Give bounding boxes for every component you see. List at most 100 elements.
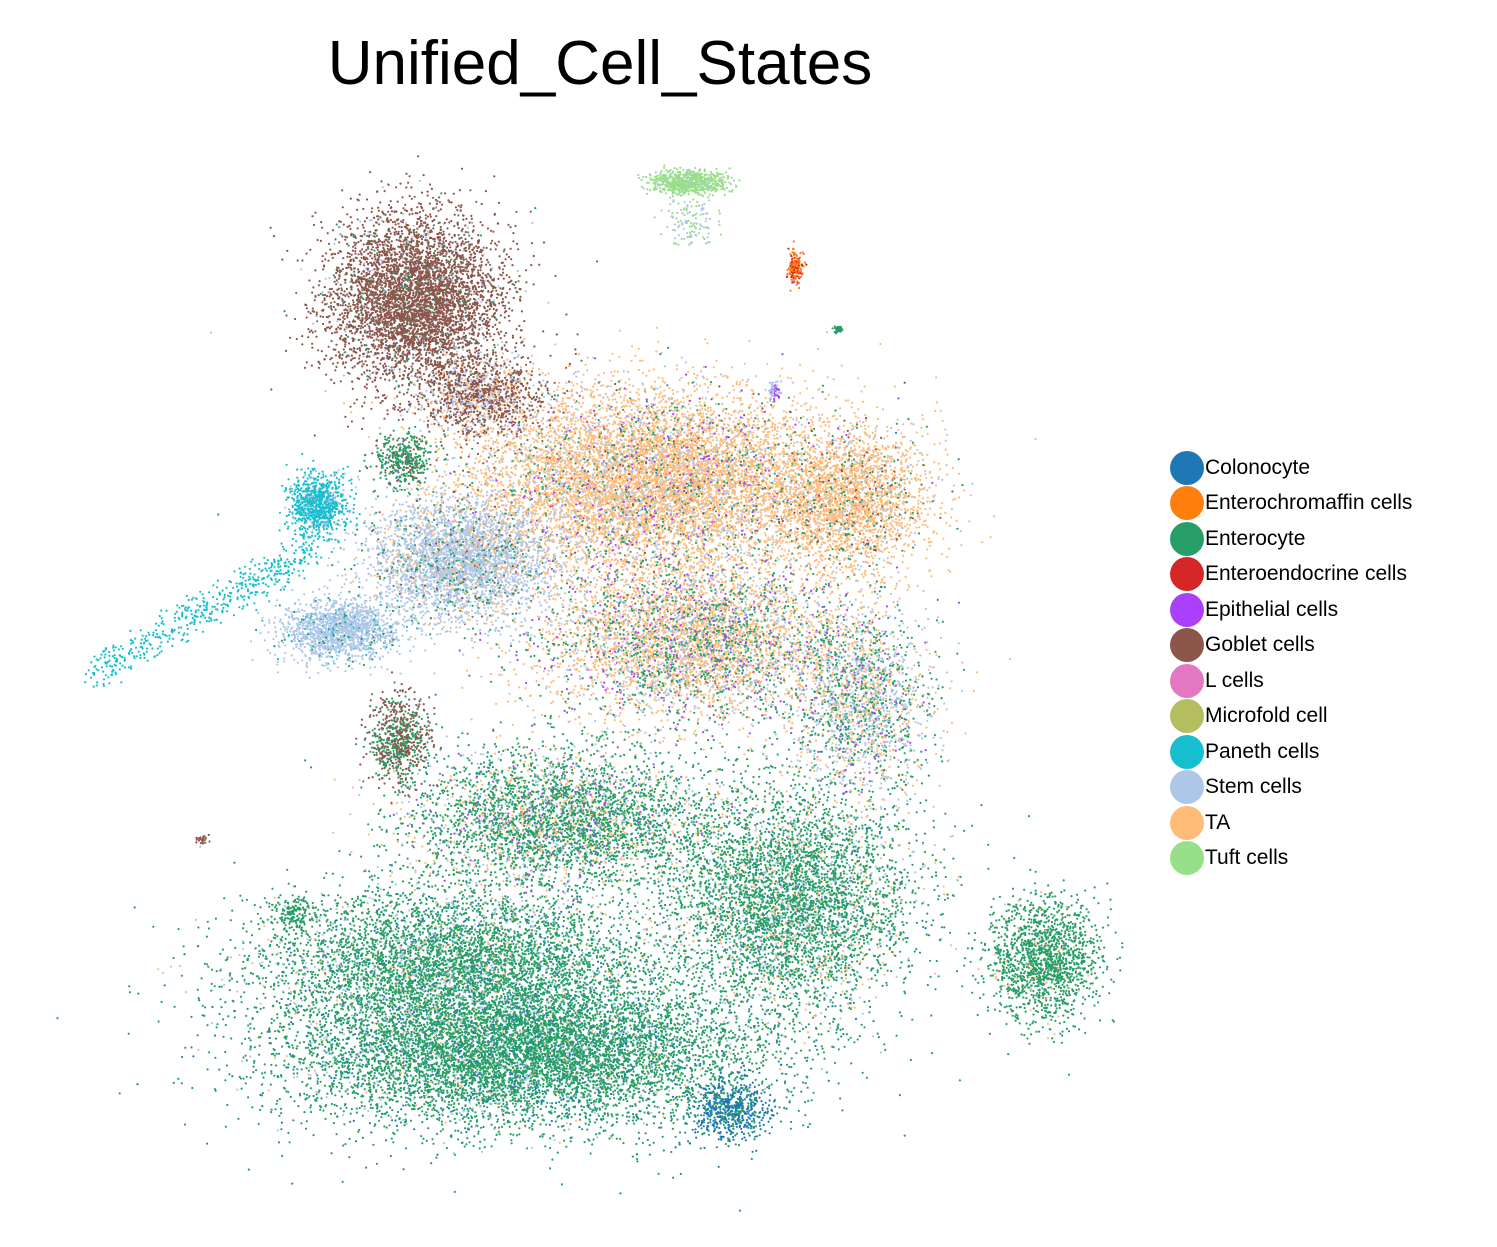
data-point [569,1123,571,1125]
data-point [425,1111,427,1113]
data-point [328,1050,330,1052]
data-point [174,1006,176,1008]
data-point [357,1086,359,1088]
data-point [329,1041,331,1043]
data-point [594,1032,596,1034]
umap-scatter-plot [0,0,1140,1247]
data-point [733,1053,735,1055]
data-point [396,1045,398,1047]
data-point [356,1112,358,1114]
data-point [688,1039,690,1041]
data-point [627,1065,629,1067]
data-point [728,1031,730,1033]
data-point [584,1084,586,1086]
data-point [354,1024,356,1026]
data-point [312,1037,314,1039]
data-point [539,1084,541,1086]
data-point [325,1051,327,1053]
data-point [286,1055,288,1057]
data-point [627,1040,629,1042]
data-point [287,998,289,1000]
data-point [331,1092,333,1094]
data-point [334,1015,336,1017]
data-point [672,1177,674,1179]
data-point [601,1106,603,1108]
data-point [579,1075,581,1077]
data-point [334,1025,336,1027]
data-point [338,1055,340,1057]
data-point [567,1068,569,1070]
data-point [342,1181,344,1183]
data-point [386,1093,388,1095]
data-point [420,1135,422,1137]
data-point [259,1045,261,1047]
data-point [657,1018,659,1020]
data-point [725,1051,727,1053]
data-point [445,1044,447,1046]
data-point [514,1100,516,1102]
data-point [309,1064,311,1066]
data-point [526,1100,528,1102]
data-point [733,1061,735,1063]
data-point [485,1047,487,1049]
data-point [373,1051,375,1053]
data-point [666,1044,668,1046]
data-point [476,984,478,986]
data-point [561,1113,563,1115]
data-point [612,1021,614,1023]
data-point [539,1091,541,1093]
data-point [317,1078,319,1080]
data-point [634,1009,636,1011]
data-point [573,1009,575,1011]
data-point [481,1077,483,1079]
data-point [565,1085,567,1087]
data-point [577,1034,579,1036]
data-point [342,1114,344,1116]
data-point [764,1088,766,1090]
data-point [479,1147,481,1149]
data-point [610,1078,612,1080]
data-point [700,1037,702,1039]
data-point [612,1048,614,1050]
data-point [353,1120,355,1122]
data-point [425,1055,427,1057]
data-point [566,1122,568,1124]
data-point [650,1112,652,1114]
data-point [351,1072,353,1074]
data-point [338,1043,340,1045]
data-point [481,1151,483,1153]
data-point [561,1183,563,1185]
data-point [561,1117,563,1119]
data-point [366,998,368,1000]
data-point [777,1033,779,1035]
data-point [526,1147,528,1149]
data-point [348,1009,350,1011]
data-point [464,1084,466,1086]
data-point [689,1034,691,1036]
data-point [391,1119,393,1121]
data-point [757,1025,759,1027]
data-point [276,1013,278,1015]
data-point [379,1110,381,1112]
data-point [794,1075,796,1077]
data-point [596,1010,598,1012]
data-point [349,1121,351,1123]
data-point [596,1051,598,1053]
data-point [129,991,131,993]
data-point [549,996,551,998]
data-point [806,1057,808,1059]
data-point [665,1050,667,1052]
data-point [369,1122,371,1124]
data-point [532,1109,534,1111]
data-point [273,1075,275,1077]
data-point [398,1038,400,1040]
data-point [805,1082,807,1084]
data-point [370,1014,372,1016]
data-point [411,1004,413,1006]
data-point [716,1033,718,1035]
data-point [523,1094,525,1096]
data-point [663,989,665,991]
data-point [740,1047,742,1049]
data-point [420,1063,422,1065]
data-point [554,1077,556,1079]
